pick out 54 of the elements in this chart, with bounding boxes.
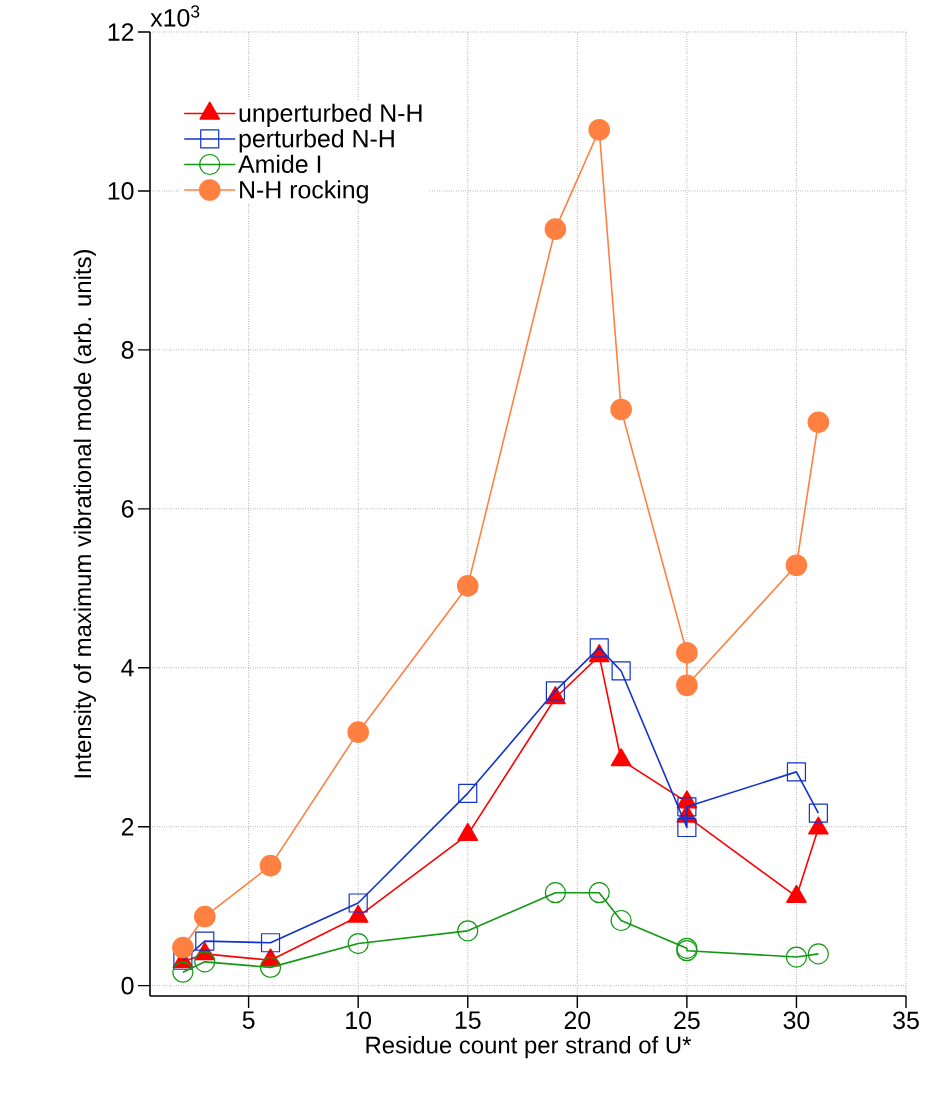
point [193, 905, 216, 928]
point [458, 783, 478, 803]
point [807, 411, 830, 433]
legend-label: unperturbed N-H [239, 103, 422, 127]
point [172, 961, 194, 983]
x-axis-title: Residue count per strand of U* [366, 1035, 692, 1059]
x-tick-label: 5 [242, 1011, 255, 1029]
legend-label: N-H rocking [240, 180, 368, 204]
point [589, 638, 609, 658]
point [348, 893, 368, 913]
point [677, 797, 697, 817]
point [785, 554, 808, 577]
x-tick-label: 20 [564, 1011, 591, 1030]
point [347, 721, 369, 743]
point [194, 951, 216, 973]
y-tick-label: 8 [121, 341, 134, 359]
y-tick-label: 4 [121, 659, 134, 677]
y-tick-label: 12 [108, 23, 134, 41]
point [611, 661, 631, 681]
point [545, 681, 565, 701]
point [610, 398, 632, 421]
point [588, 882, 610, 904]
y-axis-title: Intensity of maximum vibrational mode (arb. units) [73, 250, 96, 778]
point [260, 933, 281, 953]
text: x10$^{3}$ [150, 5, 200, 27]
point [676, 674, 698, 697]
x-tick-label: 25 [674, 1011, 700, 1030]
y-tick-label: 2 [121, 818, 134, 836]
point [676, 641, 698, 664]
y-tick-label: 10 [108, 182, 134, 200]
point [172, 936, 194, 959]
point [544, 882, 566, 904]
point [808, 803, 828, 823]
x-tick-label: 10 [346, 1011, 372, 1030]
point [456, 575, 479, 597]
point [610, 909, 632, 932]
point [677, 817, 697, 838]
point [259, 956, 282, 978]
x-tick-label: 35 [893, 1011, 919, 1030]
point [259, 854, 282, 877]
x-tick-label: 15 [455, 1011, 481, 1029]
legend-label: perturbed N-H [239, 129, 394, 153]
point [786, 762, 807, 782]
point [588, 118, 611, 141]
point [457, 920, 479, 942]
x-tick-label: 30 [783, 1011, 810, 1030]
point [544, 218, 567, 240]
point [785, 946, 808, 968]
point [347, 932, 369, 955]
y-tick-label: 0 [121, 976, 134, 995]
legend-label: Amide I [238, 154, 321, 174]
point [195, 931, 215, 951]
point [807, 943, 829, 965]
y-tick-label: 6 [121, 500, 134, 518]
